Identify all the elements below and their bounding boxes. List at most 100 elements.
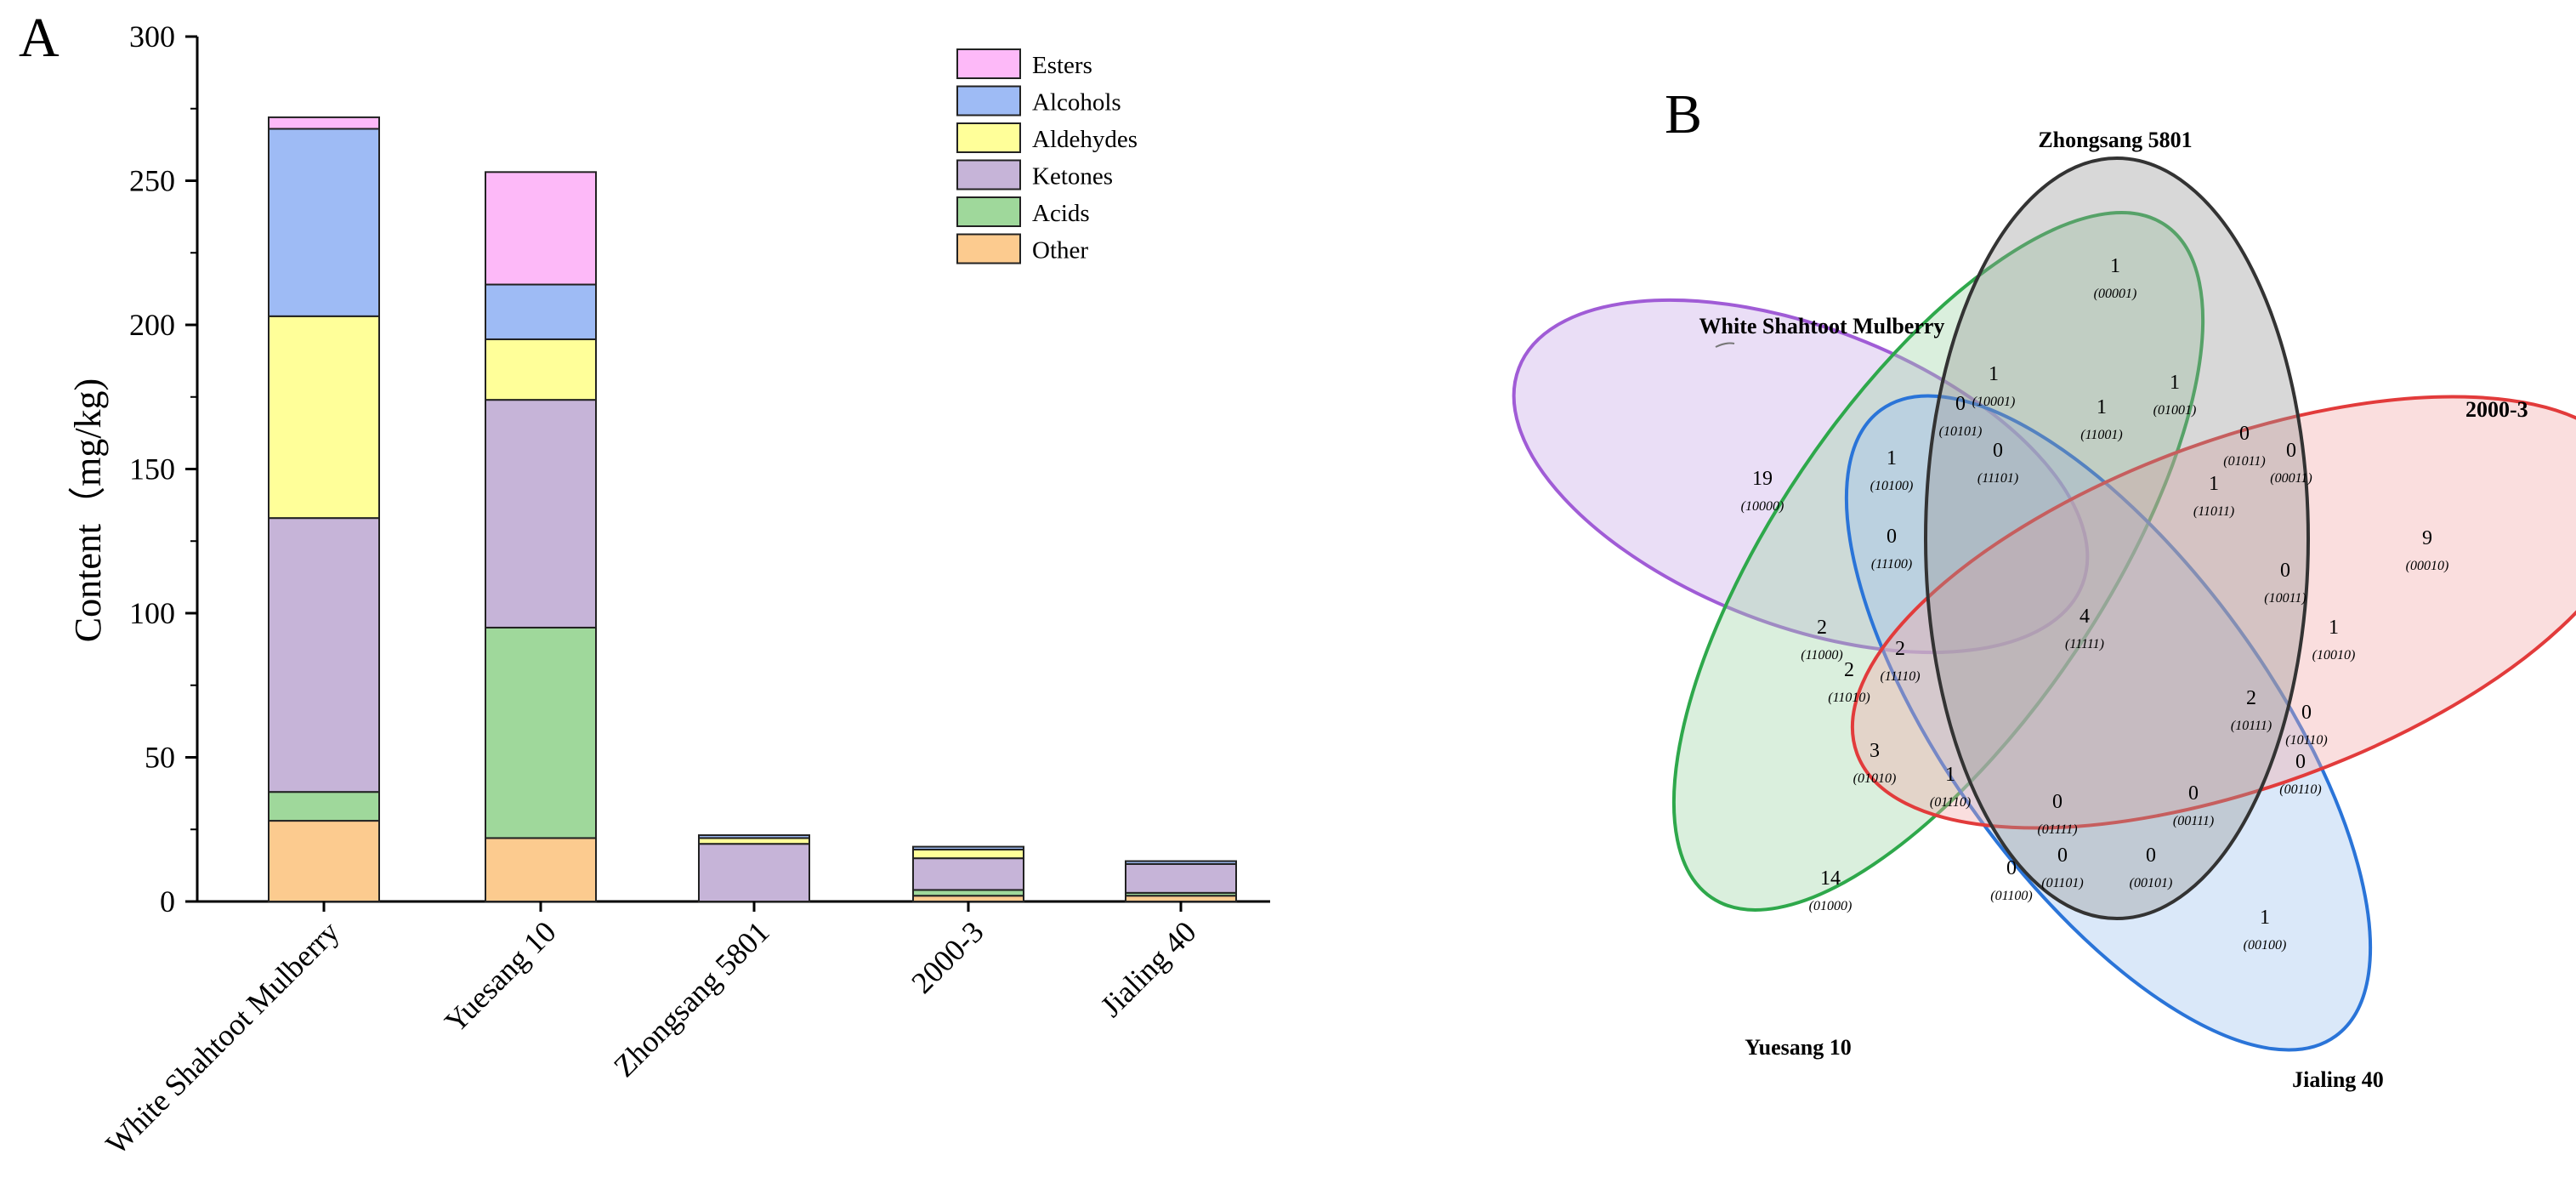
venn-region-count: 0 bbox=[2052, 791, 2063, 813]
venn-region-count: 1 bbox=[2209, 473, 2219, 495]
venn-region-code: (11010) bbox=[1828, 691, 1870, 705]
bar-segment-aldehydes bbox=[485, 338, 597, 401]
legend-swatch-ketones bbox=[956, 159, 1021, 191]
venn-set-ellipse bbox=[1924, 156, 2310, 920]
venn-region-code: (01001) bbox=[2153, 403, 2197, 418]
venn-region-count: 3 bbox=[1870, 740, 1880, 762]
bar-segment-ketones bbox=[698, 843, 810, 903]
panel-b-letter: B bbox=[1665, 83, 1702, 145]
venn-set-label: White Shahtoot Mulberry bbox=[1699, 314, 1945, 338]
legend-swatch-acids bbox=[956, 196, 1021, 227]
y-tick-label: 50 bbox=[145, 741, 175, 775]
venn-region-code: (10101) bbox=[1939, 424, 1983, 439]
bar-segment-other bbox=[268, 820, 380, 903]
venn-region-code: (00100) bbox=[2244, 938, 2287, 953]
venn-region-code: (00110) bbox=[2279, 782, 2321, 797]
venn-region-code: (10100) bbox=[1870, 479, 1914, 493]
y-axis-title: Content（mg/kg) bbox=[67, 378, 109, 642]
bar-segment-ketones bbox=[485, 399, 597, 628]
venn-region-code: (11111) bbox=[2065, 637, 2104, 651]
venn-region-count: 19 bbox=[1752, 468, 1773, 490]
bar-segment-esters bbox=[268, 116, 380, 130]
venn-region-code: (01100) bbox=[1990, 889, 2032, 903]
venn-region-code: (01011) bbox=[2223, 454, 2265, 469]
bar-segment-aldehydes bbox=[698, 837, 810, 845]
bar-segment-alcohols bbox=[1125, 860, 1237, 865]
venn-region-count: 1 bbox=[2097, 396, 2107, 418]
label-leader-line bbox=[1715, 342, 1735, 348]
venn-region-count: 2 bbox=[1817, 617, 1827, 639]
venn-region-code: (11011) bbox=[2193, 504, 2234, 519]
venn-region-count: 0 bbox=[1955, 393, 1966, 415]
venn-region-code: (00010) bbox=[2406, 559, 2449, 573]
y-tick-label: 150 bbox=[129, 452, 175, 486]
venn-region-code: (10000) bbox=[1741, 499, 1784, 514]
venn-region-count: 1 bbox=[2260, 907, 2270, 929]
venn-region-code: (00101) bbox=[2130, 876, 2173, 890]
venn-region-code: (11101) bbox=[1977, 471, 2018, 486]
legend-swatch-alcohols bbox=[956, 85, 1021, 117]
venn-region-count: 2 bbox=[2246, 687, 2256, 709]
venn-region-code: (01111) bbox=[2037, 822, 2077, 837]
venn-region-count: 0 bbox=[2146, 845, 2156, 867]
venn-region-count: 2 bbox=[1844, 659, 1854, 681]
bar-segment-ketones bbox=[1125, 862, 1237, 894]
bar-segment-other bbox=[485, 837, 597, 902]
y-tick-label: 100 bbox=[129, 596, 175, 630]
venn-region-count: 1 bbox=[1887, 447, 1897, 469]
bar-segment-aldehydes bbox=[912, 848, 1024, 860]
venn-region-code: (01010) bbox=[1853, 771, 1897, 786]
venn-region-code: (10010) bbox=[2312, 648, 2356, 663]
venn-region-code: (00011) bbox=[2270, 471, 2312, 486]
bar-segment-aldehydes bbox=[268, 315, 380, 520]
x-category-label: Zhongsang 5801 bbox=[607, 914, 776, 1083]
venn-region-code: (11110) bbox=[1880, 669, 1920, 684]
venn-region-code: (00111) bbox=[2173, 814, 2214, 828]
venn-set-ellipse bbox=[1671, 211, 2205, 912]
venn-region-code: (01101) bbox=[2041, 876, 2083, 890]
x-category-label: White Shahtoot Mulberry bbox=[99, 914, 346, 1161]
bar-segment-acids bbox=[268, 791, 380, 822]
bar-segment-ketones bbox=[912, 857, 1024, 891]
bar-segment-esters bbox=[485, 171, 597, 286]
venn-region-code: (10111) bbox=[2231, 719, 2272, 733]
legend-label: Alcohols bbox=[1032, 89, 1121, 117]
y-tick-label: 0 bbox=[160, 884, 175, 918]
x-category-label: Jialing 40 bbox=[1094, 914, 1203, 1023]
venn-region-count: 0 bbox=[2057, 845, 2068, 867]
y-tick-label: 300 bbox=[129, 20, 175, 54]
venn-region-code: (10110) bbox=[2285, 733, 2327, 748]
venn-region-count: 14 bbox=[1820, 867, 1841, 890]
bar-segment-alcohols bbox=[485, 283, 597, 340]
venn-region-count: 0 bbox=[2280, 560, 2290, 582]
bar-segment-alcohols bbox=[698, 834, 810, 839]
venn-diagram: White Shahtoot Mulberry Yuesang 10 Jialing… bbox=[1512, 128, 2576, 1092]
venn-region-code: (11100) bbox=[1871, 557, 1912, 572]
venn-set-label: Zhongsang 5801 bbox=[2038, 128, 2192, 152]
x-category-label: Yuesang 10 bbox=[438, 914, 562, 1038]
venn-region-count: 0 bbox=[2239, 423, 2250, 445]
venn-region-count: 0 bbox=[2286, 440, 2296, 462]
bar-segment-other bbox=[1125, 895, 1237, 902]
bar-segment-other bbox=[912, 895, 1024, 902]
venn-region-count: 0 bbox=[2188, 782, 2199, 805]
legend-label: Ketones bbox=[1032, 163, 1113, 191]
venn-set-label: Jialing 40 bbox=[2292, 1067, 2384, 1092]
venn-set-label: 2000-3 bbox=[2465, 397, 2528, 422]
venn-region-code: (00001) bbox=[2094, 287, 2137, 301]
venn-region-count: 9 bbox=[2422, 527, 2432, 549]
bar-segment-alcohols bbox=[268, 128, 380, 317]
venn-region-count: 0 bbox=[2295, 751, 2306, 773]
venn-set-label: Yuesang 10 bbox=[1745, 1035, 1851, 1060]
venn-region-count: 1 bbox=[2110, 255, 2120, 277]
legend-label: Other bbox=[1032, 237, 1088, 264]
venn-region-code: (01000) bbox=[1809, 899, 1853, 913]
venn-set-ellipse bbox=[1844, 394, 2373, 1052]
y-tick-label: 200 bbox=[129, 308, 175, 342]
venn-set-ellipse bbox=[1512, 298, 2090, 655]
venn-region-count: 0 bbox=[2301, 702, 2312, 724]
venn-region-count: 1 bbox=[2170, 372, 2180, 394]
bar-segment-ketones bbox=[268, 517, 380, 793]
venn-region-code: (01110) bbox=[1930, 795, 1971, 810]
